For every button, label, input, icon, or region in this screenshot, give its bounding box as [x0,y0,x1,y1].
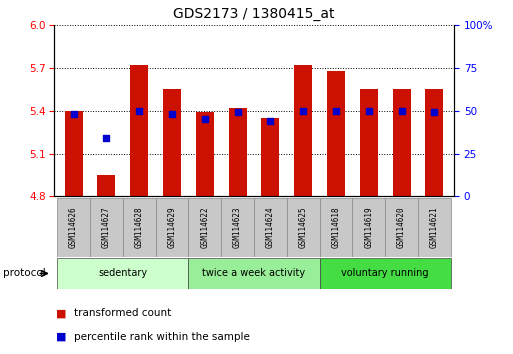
Bar [228,108,247,196]
Text: GSM114626: GSM114626 [69,207,78,248]
Text: ■: ■ [56,332,67,342]
Text: ■: ■ [56,308,67,318]
FancyBboxPatch shape [320,258,451,289]
FancyBboxPatch shape [254,198,287,257]
Text: GSM114623: GSM114623 [233,207,242,248]
Text: GSM114621: GSM114621 [430,207,439,248]
Point [168,111,176,117]
Point [135,108,143,113]
Point [430,109,439,115]
Text: voluntary running: voluntary running [341,268,429,279]
FancyBboxPatch shape [57,198,90,257]
Point [201,116,209,122]
Text: GSM114625: GSM114625 [299,207,308,248]
FancyBboxPatch shape [57,258,188,289]
Point [299,108,307,113]
Bar [327,70,345,196]
Text: GSM114628: GSM114628 [134,207,144,248]
Point [332,108,340,113]
Point [233,109,242,115]
Bar [65,110,83,196]
Text: GSM114627: GSM114627 [102,207,111,248]
Text: GSM114618: GSM114618 [331,207,341,248]
Bar [261,118,280,196]
Text: sedentary: sedentary [98,268,147,279]
FancyBboxPatch shape [320,198,352,257]
Point [398,108,406,113]
Bar [294,65,312,196]
FancyBboxPatch shape [188,198,221,257]
Bar [97,175,115,196]
Title: GDS2173 / 1380415_at: GDS2173 / 1380415_at [173,7,334,21]
Bar [360,89,378,196]
Text: GSM114620: GSM114620 [397,207,406,248]
Text: protocol: protocol [3,268,45,279]
FancyBboxPatch shape [90,198,123,257]
FancyBboxPatch shape [221,198,254,257]
FancyBboxPatch shape [385,198,418,257]
Point [365,108,373,113]
Text: transformed count: transformed count [74,308,172,318]
FancyBboxPatch shape [188,258,320,289]
Point [69,111,77,117]
Bar [425,89,443,196]
Text: GSM114629: GSM114629 [167,207,176,248]
FancyBboxPatch shape [123,198,155,257]
FancyBboxPatch shape [418,198,451,257]
Bar [163,89,181,196]
Text: twice a week activity: twice a week activity [202,268,306,279]
Text: GSM114619: GSM114619 [364,207,373,248]
Bar [196,112,214,196]
Point [102,135,110,141]
FancyBboxPatch shape [352,198,385,257]
Text: GSM114624: GSM114624 [266,207,275,248]
Bar [392,89,410,196]
Point [266,118,274,124]
FancyBboxPatch shape [287,198,320,257]
Text: GSM114622: GSM114622 [200,207,209,248]
Text: percentile rank within the sample: percentile rank within the sample [74,332,250,342]
FancyBboxPatch shape [155,198,188,257]
Bar [130,65,148,196]
